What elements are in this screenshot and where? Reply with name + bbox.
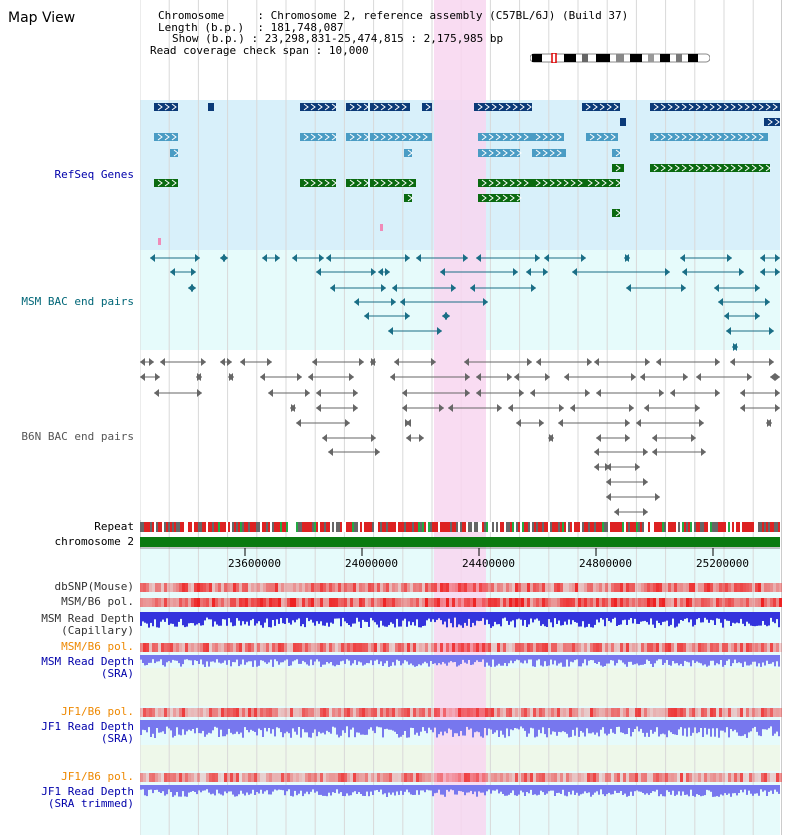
gene-feature [346,179,368,187]
gene-feature [346,133,368,141]
gene-feature [300,103,336,111]
gene-feature [532,133,564,141]
track-label-refseq[interactable]: RefSeq Genes [54,168,134,181]
msm-depth-cap-line2: (Capillary) [61,624,134,637]
msm-depth-cap-line1: MSM Read Depth [41,612,134,625]
gene-feature [478,194,520,202]
gene-feature [370,103,410,111]
show-key: Show (b.p.) [172,32,245,45]
track-label-chromosome: chromosome 2 [54,535,134,548]
jf1-depth-trim-line2: (SRA trimmed) [47,797,134,810]
gene-feature [170,149,178,157]
chromosome-key: Chromosome [158,9,225,22]
gene-feature [650,103,780,111]
gene-feature [154,133,178,141]
gene-feature [154,179,178,187]
jf1-depth-sra-line2: (SRA) [100,732,134,745]
gene-feature [582,103,620,111]
genome-track-canvas[interactable] [140,0,782,835]
track-label-msm-bac[interactable]: MSM BAC end pairs [21,295,134,308]
track-label-jf1-depth-sra: JF1 Read Depth (SRA) [0,721,134,745]
coverage-key: Read coverage check span [150,43,309,57]
gene-feature [620,118,626,126]
gene-feature [612,164,624,172]
jf1-depth-trim-line1: JF1 Read Depth [41,785,134,798]
gene-feature [612,149,620,157]
gene-feature [532,179,584,187]
page-title: Map View [8,10,76,26]
assembly-info: Chromosome : Chromosome 2, reference ass… [150,9,629,57]
gene-feature [532,149,566,157]
gene-feature [300,179,336,187]
gene-feature [586,133,618,141]
selection-highlight [434,0,486,835]
gene-feature [404,149,412,157]
track-label-jf1-b6-pol-2: JF1/B6 pol. [61,770,134,783]
coverage-value: 10,000 [328,43,369,57]
msm-depth-sra-line1: MSM Read Depth [41,655,134,668]
gene-feature [300,133,336,141]
track-label-msm-b6-pol-1: MSM/B6 pol. [61,595,134,608]
gene-feature [208,103,214,111]
axis-tick-label: 23600000 [228,557,281,570]
gene-feature [612,209,620,217]
track-label-jf1-depth-trim: JF1 Read Depth (SRA trimmed) [0,786,134,810]
gene-feature [154,103,178,111]
gene-feature [370,133,432,141]
track-label-b6n-bac[interactable]: B6N BAC end pairs [21,430,134,443]
axis-tick-label: 24000000 [345,557,398,570]
show-value: 23,298,831-25,474,815 : 2,175,985 bp [264,32,504,45]
gene-feature [422,103,432,111]
gene-feature [584,179,620,187]
gene-feature [478,133,532,141]
gene-feature [478,179,532,187]
track-label-msm-depth-sra: MSM Read Depth (SRA) [0,656,134,680]
length-key: Length (b.p.) [158,20,245,34]
track-label-repeat: Repeat [94,520,134,533]
marker [380,224,383,231]
msm-depth-sra-line2: (SRA) [100,667,134,680]
gene-feature [370,179,416,187]
gene-feature [650,164,770,172]
gene-feature [650,133,768,141]
axis-tick-label: 25200000 [696,557,749,570]
gene-feature [478,149,520,157]
length-value: 181,748,087 [270,20,344,34]
track-label-jf1-b6-pol-1: JF1/B6 pol. [61,705,134,718]
chromosome-ideogram[interactable] [530,53,710,63]
chromosome-bar [140,537,780,547]
track-label-msm-depth-cap: MSM Read Depth (Capillary) [0,613,134,637]
gene-feature [346,103,368,111]
marker [158,238,161,245]
axis-tick-label: 24400000 [462,557,515,570]
chromosome-value: Chromosome 2, reference assembly (C57BL/… [270,9,629,22]
jf1-depth-sra-line1: JF1 Read Depth [41,720,134,733]
gene-feature [404,194,412,202]
axis-tick-label: 24800000 [579,557,632,570]
track-label-dbsnp: dbSNP(Mouse) [54,580,134,593]
track-label-msm-b6-pol-2: MSM/B6 pol. [61,640,134,653]
